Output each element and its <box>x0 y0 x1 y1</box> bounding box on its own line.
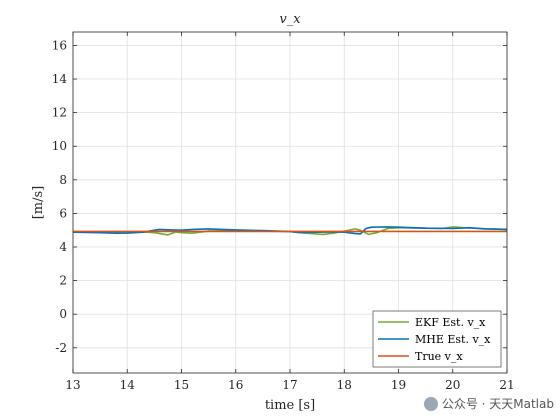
x-tick-label: 21 <box>499 378 514 392</box>
wechat-icon <box>423 396 438 411</box>
watermark: 公众号 · 天天Matlab <box>423 395 554 412</box>
x-tick-label: 17 <box>282 378 297 392</box>
legend-label: MHE Est. v_x <box>415 333 491 346</box>
chart-title: v_x <box>279 12 301 27</box>
legend-label: EKF Est. v_x <box>415 316 486 329</box>
y-tick-label: 14 <box>52 72 68 86</box>
x-tick-label: 19 <box>391 378 406 392</box>
watermark-text: 公众号 · 天天Matlab <box>441 397 554 411</box>
legend-label: True v_x <box>415 350 463 363</box>
x-tick-label: 18 <box>337 378 352 392</box>
x-tick-label: 14 <box>120 378 136 392</box>
y-axis-label: [m/s] <box>31 186 46 220</box>
x-axis-label: time [s] <box>265 398 315 413</box>
ticks: 13 14 15 16 17 18 19 20 21 -2 0 2 4 6 8 10 12 14 16 <box>52 32 515 392</box>
y-tick-label: 2 <box>59 274 67 288</box>
x-tick-label: 20 <box>445 378 460 392</box>
y-tick-label: 10 <box>52 139 67 153</box>
y-tick-label: 4 <box>59 240 67 254</box>
x-tick-label: 15 <box>174 378 189 392</box>
legend: EKF Est. v_x MHE Est. v_x True v_x <box>372 310 502 368</box>
series-layer <box>72 226 508 236</box>
y-tick-label: -2 <box>55 341 67 355</box>
y-tick-label: 8 <box>59 173 67 187</box>
y-tick-label: 12 <box>52 106 67 120</box>
x-tick-label: 16 <box>228 378 243 392</box>
y-tick-label: 6 <box>59 206 67 220</box>
y-tick-label: 16 <box>52 38 67 52</box>
y-tick-label: 0 <box>59 307 67 321</box>
x-tick-label: 13 <box>65 378 80 392</box>
